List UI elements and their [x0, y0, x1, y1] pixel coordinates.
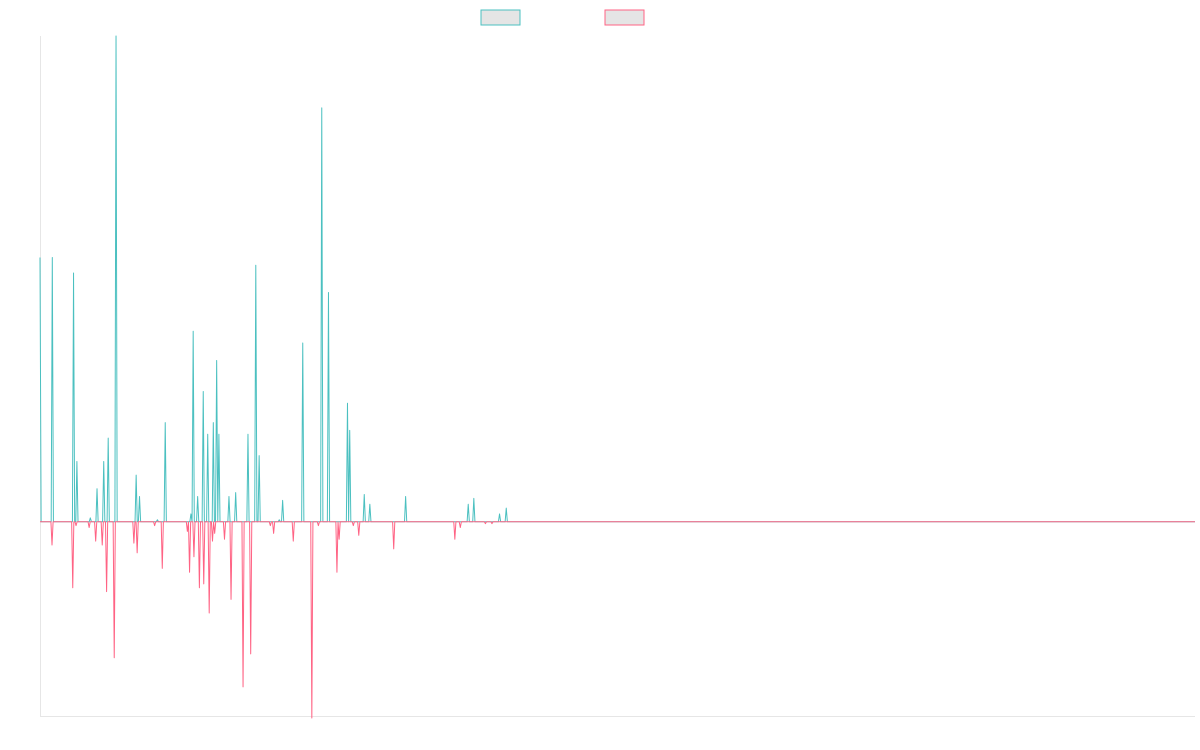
axes [40, 36, 1195, 717]
legend-swatch-series-1[interactable] [480, 9, 521, 26]
legend [480, 9, 645, 26]
series-2-line [40, 521, 1195, 719]
series-1-line [39, 35, 1195, 523]
legend-swatch-series-2[interactable] [604, 9, 645, 26]
series-layer [39, 35, 1195, 719]
